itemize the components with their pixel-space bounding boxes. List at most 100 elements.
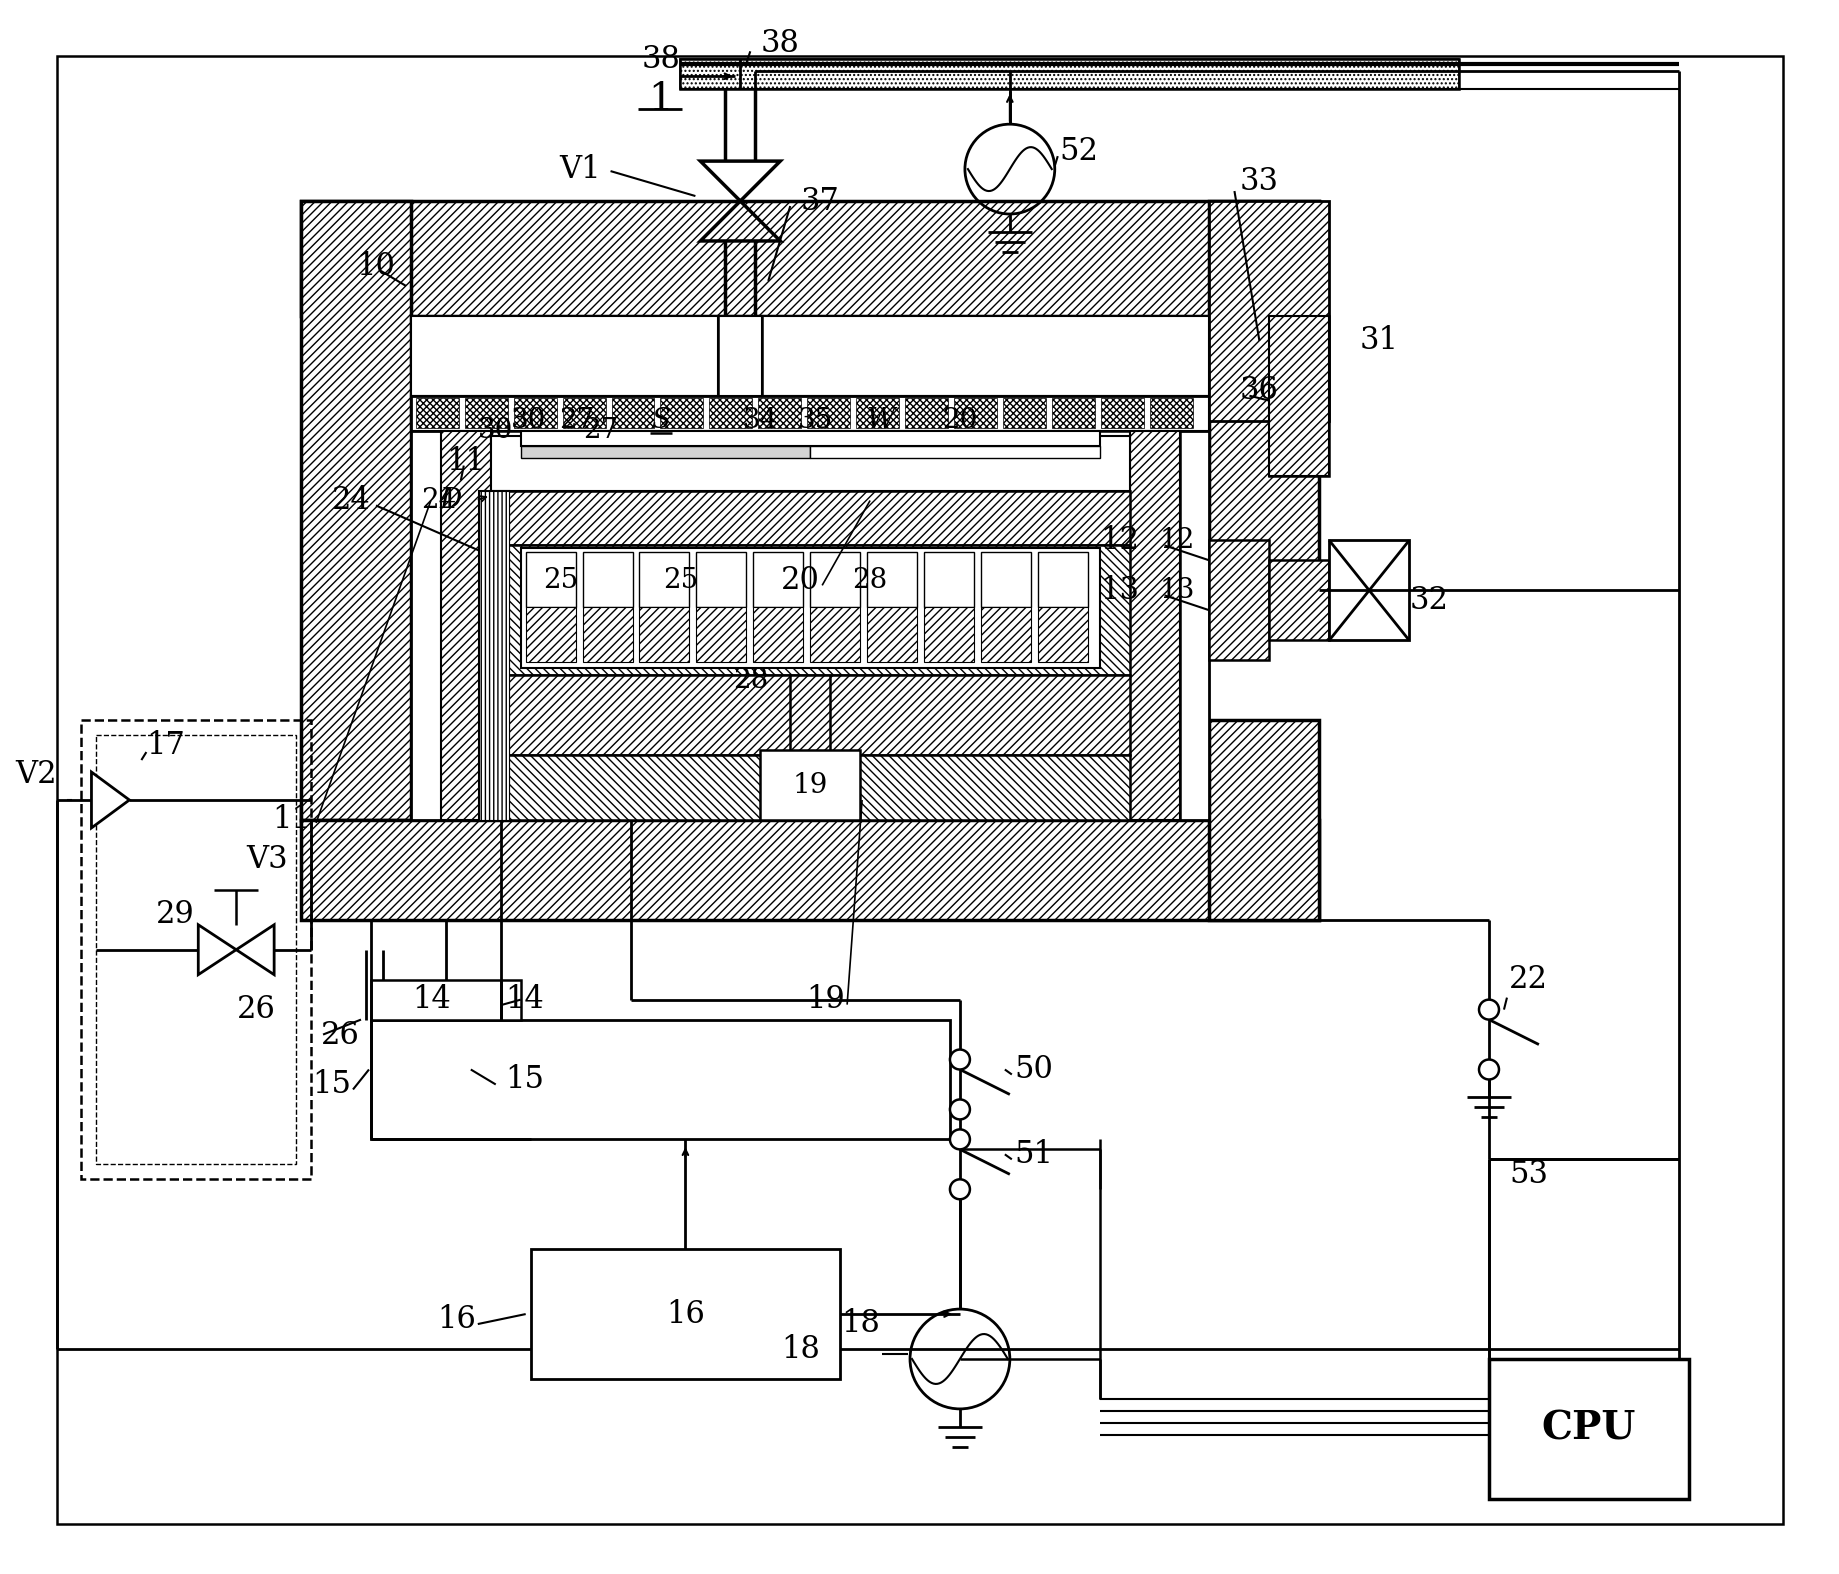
Polygon shape — [526, 608, 576, 663]
Polygon shape — [583, 552, 633, 608]
Text: CPU: CPU — [1541, 1410, 1635, 1448]
Text: 25: 25 — [662, 567, 697, 593]
Polygon shape — [526, 552, 576, 608]
Text: 16: 16 — [666, 1299, 704, 1330]
Polygon shape — [680, 60, 1458, 90]
Text: 31: 31 — [1359, 326, 1398, 356]
Text: D: D — [440, 486, 462, 515]
Polygon shape — [520, 445, 809, 458]
Polygon shape — [1208, 721, 1319, 919]
Polygon shape — [491, 756, 1129, 820]
Text: 24: 24 — [333, 485, 371, 516]
Polygon shape — [809, 445, 1100, 458]
Polygon shape — [1208, 540, 1269, 660]
Polygon shape — [1052, 398, 1094, 428]
Text: 14: 14 — [412, 984, 451, 1015]
Text: 24: 24 — [421, 486, 456, 515]
Polygon shape — [491, 675, 1129, 756]
Text: 13: 13 — [1159, 576, 1194, 604]
Text: 29: 29 — [156, 899, 195, 930]
Text: 20: 20 — [782, 565, 820, 597]
Text: 17: 17 — [147, 730, 186, 762]
Text: 12: 12 — [1159, 527, 1194, 554]
Polygon shape — [980, 552, 1030, 608]
Polygon shape — [752, 552, 804, 608]
Polygon shape — [410, 316, 1208, 820]
Text: 27: 27 — [559, 408, 594, 434]
Polygon shape — [758, 398, 800, 428]
Polygon shape — [478, 491, 508, 820]
Polygon shape — [1208, 201, 1328, 420]
Polygon shape — [416, 398, 458, 428]
Polygon shape — [807, 398, 850, 428]
Text: 32: 32 — [1409, 586, 1447, 615]
Polygon shape — [410, 316, 1208, 395]
Polygon shape — [478, 491, 508, 820]
Text: 10: 10 — [355, 250, 395, 282]
Circle shape — [949, 1179, 969, 1199]
Polygon shape — [513, 398, 557, 428]
Polygon shape — [302, 201, 410, 820]
Polygon shape — [866, 608, 916, 663]
Text: 28: 28 — [732, 667, 767, 694]
Text: 18: 18 — [782, 1333, 820, 1365]
Text: 36: 36 — [1239, 375, 1278, 406]
Text: 20: 20 — [942, 408, 977, 434]
Polygon shape — [855, 398, 899, 428]
Text: 22: 22 — [1508, 963, 1547, 995]
Text: 25: 25 — [543, 567, 577, 593]
Circle shape — [949, 1100, 969, 1119]
Text: 15: 15 — [506, 1064, 544, 1096]
Polygon shape — [640, 608, 690, 663]
Text: 52: 52 — [1059, 135, 1098, 167]
Polygon shape — [752, 608, 804, 663]
Polygon shape — [302, 820, 1319, 919]
Polygon shape — [905, 398, 947, 428]
Polygon shape — [1100, 398, 1144, 428]
Text: 30: 30 — [511, 408, 546, 434]
Text: 30: 30 — [478, 417, 513, 444]
Polygon shape — [980, 608, 1030, 663]
Polygon shape — [583, 608, 633, 663]
Circle shape — [949, 1050, 969, 1069]
Polygon shape — [866, 552, 916, 608]
Text: V1: V1 — [559, 154, 600, 184]
Polygon shape — [1488, 1358, 1688, 1498]
Polygon shape — [923, 608, 973, 663]
Text: 53: 53 — [1508, 1160, 1547, 1190]
Polygon shape — [520, 548, 1100, 669]
Text: 27: 27 — [583, 417, 618, 444]
Text: 11: 11 — [272, 804, 311, 836]
Text: V2: V2 — [15, 759, 57, 790]
Polygon shape — [57, 57, 1782, 1524]
Polygon shape — [371, 979, 520, 1020]
Polygon shape — [441, 431, 1179, 820]
Polygon shape — [563, 398, 605, 428]
Polygon shape — [1269, 316, 1328, 475]
Text: 18: 18 — [840, 1308, 879, 1339]
Polygon shape — [760, 751, 859, 820]
Text: 15: 15 — [313, 1069, 351, 1100]
Polygon shape — [491, 546, 1129, 675]
Text: 50: 50 — [1015, 1055, 1054, 1084]
Text: 16: 16 — [436, 1303, 476, 1335]
Text: 14: 14 — [506, 984, 544, 1015]
Text: S: S — [651, 408, 669, 434]
Polygon shape — [302, 201, 1319, 316]
Text: 35: 35 — [796, 408, 833, 434]
Polygon shape — [441, 431, 491, 820]
Text: W: W — [866, 408, 894, 434]
Polygon shape — [809, 608, 859, 663]
Text: 38: 38 — [642, 44, 680, 76]
Circle shape — [1479, 999, 1499, 1020]
Polygon shape — [92, 771, 129, 828]
Polygon shape — [1002, 398, 1045, 428]
Polygon shape — [923, 552, 973, 608]
Polygon shape — [1129, 431, 1179, 820]
Polygon shape — [371, 1020, 949, 1140]
Text: 37: 37 — [800, 186, 839, 217]
Text: 13: 13 — [1100, 575, 1138, 606]
Polygon shape — [660, 398, 702, 428]
Text: 33: 33 — [1239, 165, 1278, 197]
Polygon shape — [520, 431, 1100, 445]
